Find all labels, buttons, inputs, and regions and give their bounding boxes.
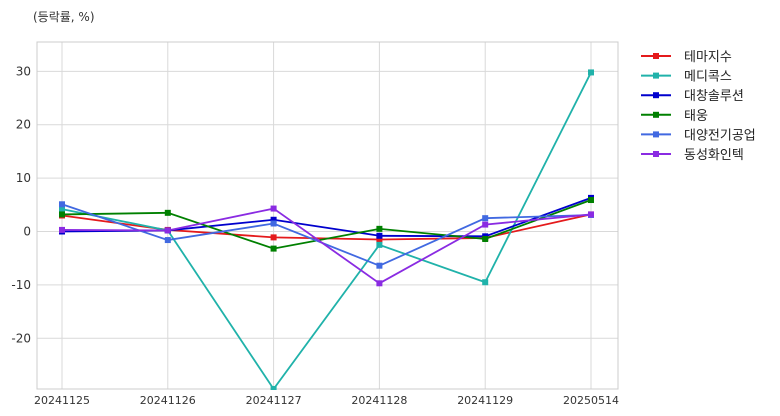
legend-swatch-marker xyxy=(653,111,659,118)
data-point xyxy=(270,245,277,252)
legend-swatch-marker xyxy=(653,72,659,79)
series-line xyxy=(61,203,592,267)
y-tick-label: -20 xyxy=(11,331,31,345)
data-point xyxy=(164,227,171,234)
legend-swatch-marker xyxy=(653,151,659,157)
legend-label: 메디콕스 xyxy=(684,70,732,85)
legend-item: 태웅 xyxy=(641,109,708,124)
legend-swatch-marker xyxy=(653,53,659,59)
x-axis-ticks: 20241125 20241126 20241127 20241128 20241129… xyxy=(34,394,619,407)
data-point xyxy=(482,279,489,286)
data-point xyxy=(376,241,383,248)
legend-item: 대양전기공업 xyxy=(641,128,756,143)
legend-item: 메디콕스 xyxy=(641,70,732,85)
legend-item: 테마지수 xyxy=(641,50,732,65)
gridlines xyxy=(37,42,618,389)
data-point xyxy=(376,280,383,287)
y-axis-ticks: -20 -10 0 10 20 30 xyxy=(11,64,31,345)
unit-label: (등락률, %) xyxy=(33,10,95,24)
series-line xyxy=(61,72,592,390)
data-point xyxy=(59,201,65,208)
data-point xyxy=(59,211,65,218)
data-point xyxy=(588,69,594,76)
legend-label: 태웅 xyxy=(684,109,708,124)
data-point xyxy=(270,234,277,241)
legend-label: 대양전기공업 xyxy=(684,128,756,143)
legend-label: 동성화인텍 xyxy=(684,148,744,163)
x-tick-label: 20241129 xyxy=(457,394,513,407)
data-point xyxy=(59,206,65,213)
legend-label: 테마지수 xyxy=(684,50,732,65)
data-point xyxy=(270,216,277,223)
series-4 xyxy=(59,197,594,252)
data-point xyxy=(376,262,383,269)
data-point xyxy=(164,209,171,216)
plot-area xyxy=(36,41,619,390)
legend-swatch-marker xyxy=(653,131,659,138)
x-tick-label: 20241127 xyxy=(246,394,302,407)
data-point xyxy=(270,205,277,212)
data-point xyxy=(588,197,594,204)
series-line xyxy=(61,207,592,285)
data-point xyxy=(482,215,489,222)
data-point xyxy=(376,236,383,243)
y-tick-label: 0 xyxy=(23,225,31,239)
x-tick-label: 20241125 xyxy=(34,394,90,407)
legend-swatch-marker xyxy=(653,92,659,99)
legend-item: 대창솔루션 xyxy=(641,89,744,104)
y-tick-label: 10 xyxy=(16,171,31,185)
data-point xyxy=(588,211,594,218)
series-lines xyxy=(59,69,594,390)
series-5 xyxy=(59,201,594,269)
data-point xyxy=(270,220,277,227)
series-6 xyxy=(59,205,594,287)
x-tick-label: 20250514 xyxy=(563,394,619,407)
legend-label: 대창솔루션 xyxy=(684,89,744,104)
data-point xyxy=(482,235,489,242)
y-tick-label: 20 xyxy=(16,118,31,132)
data-point xyxy=(270,386,277,390)
y-tick-label: -10 xyxy=(11,278,31,292)
y-tick-label: 30 xyxy=(16,64,31,78)
series-line xyxy=(61,199,592,250)
data-point xyxy=(482,221,489,228)
x-tick-label: 20241128 xyxy=(351,394,407,407)
data-point xyxy=(59,226,65,233)
data-point xyxy=(164,237,171,244)
data-point xyxy=(376,225,383,232)
x-tick-label: 20241126 xyxy=(140,394,196,407)
data-point xyxy=(376,232,383,239)
legend-item: 동성화인텍 xyxy=(641,148,744,163)
